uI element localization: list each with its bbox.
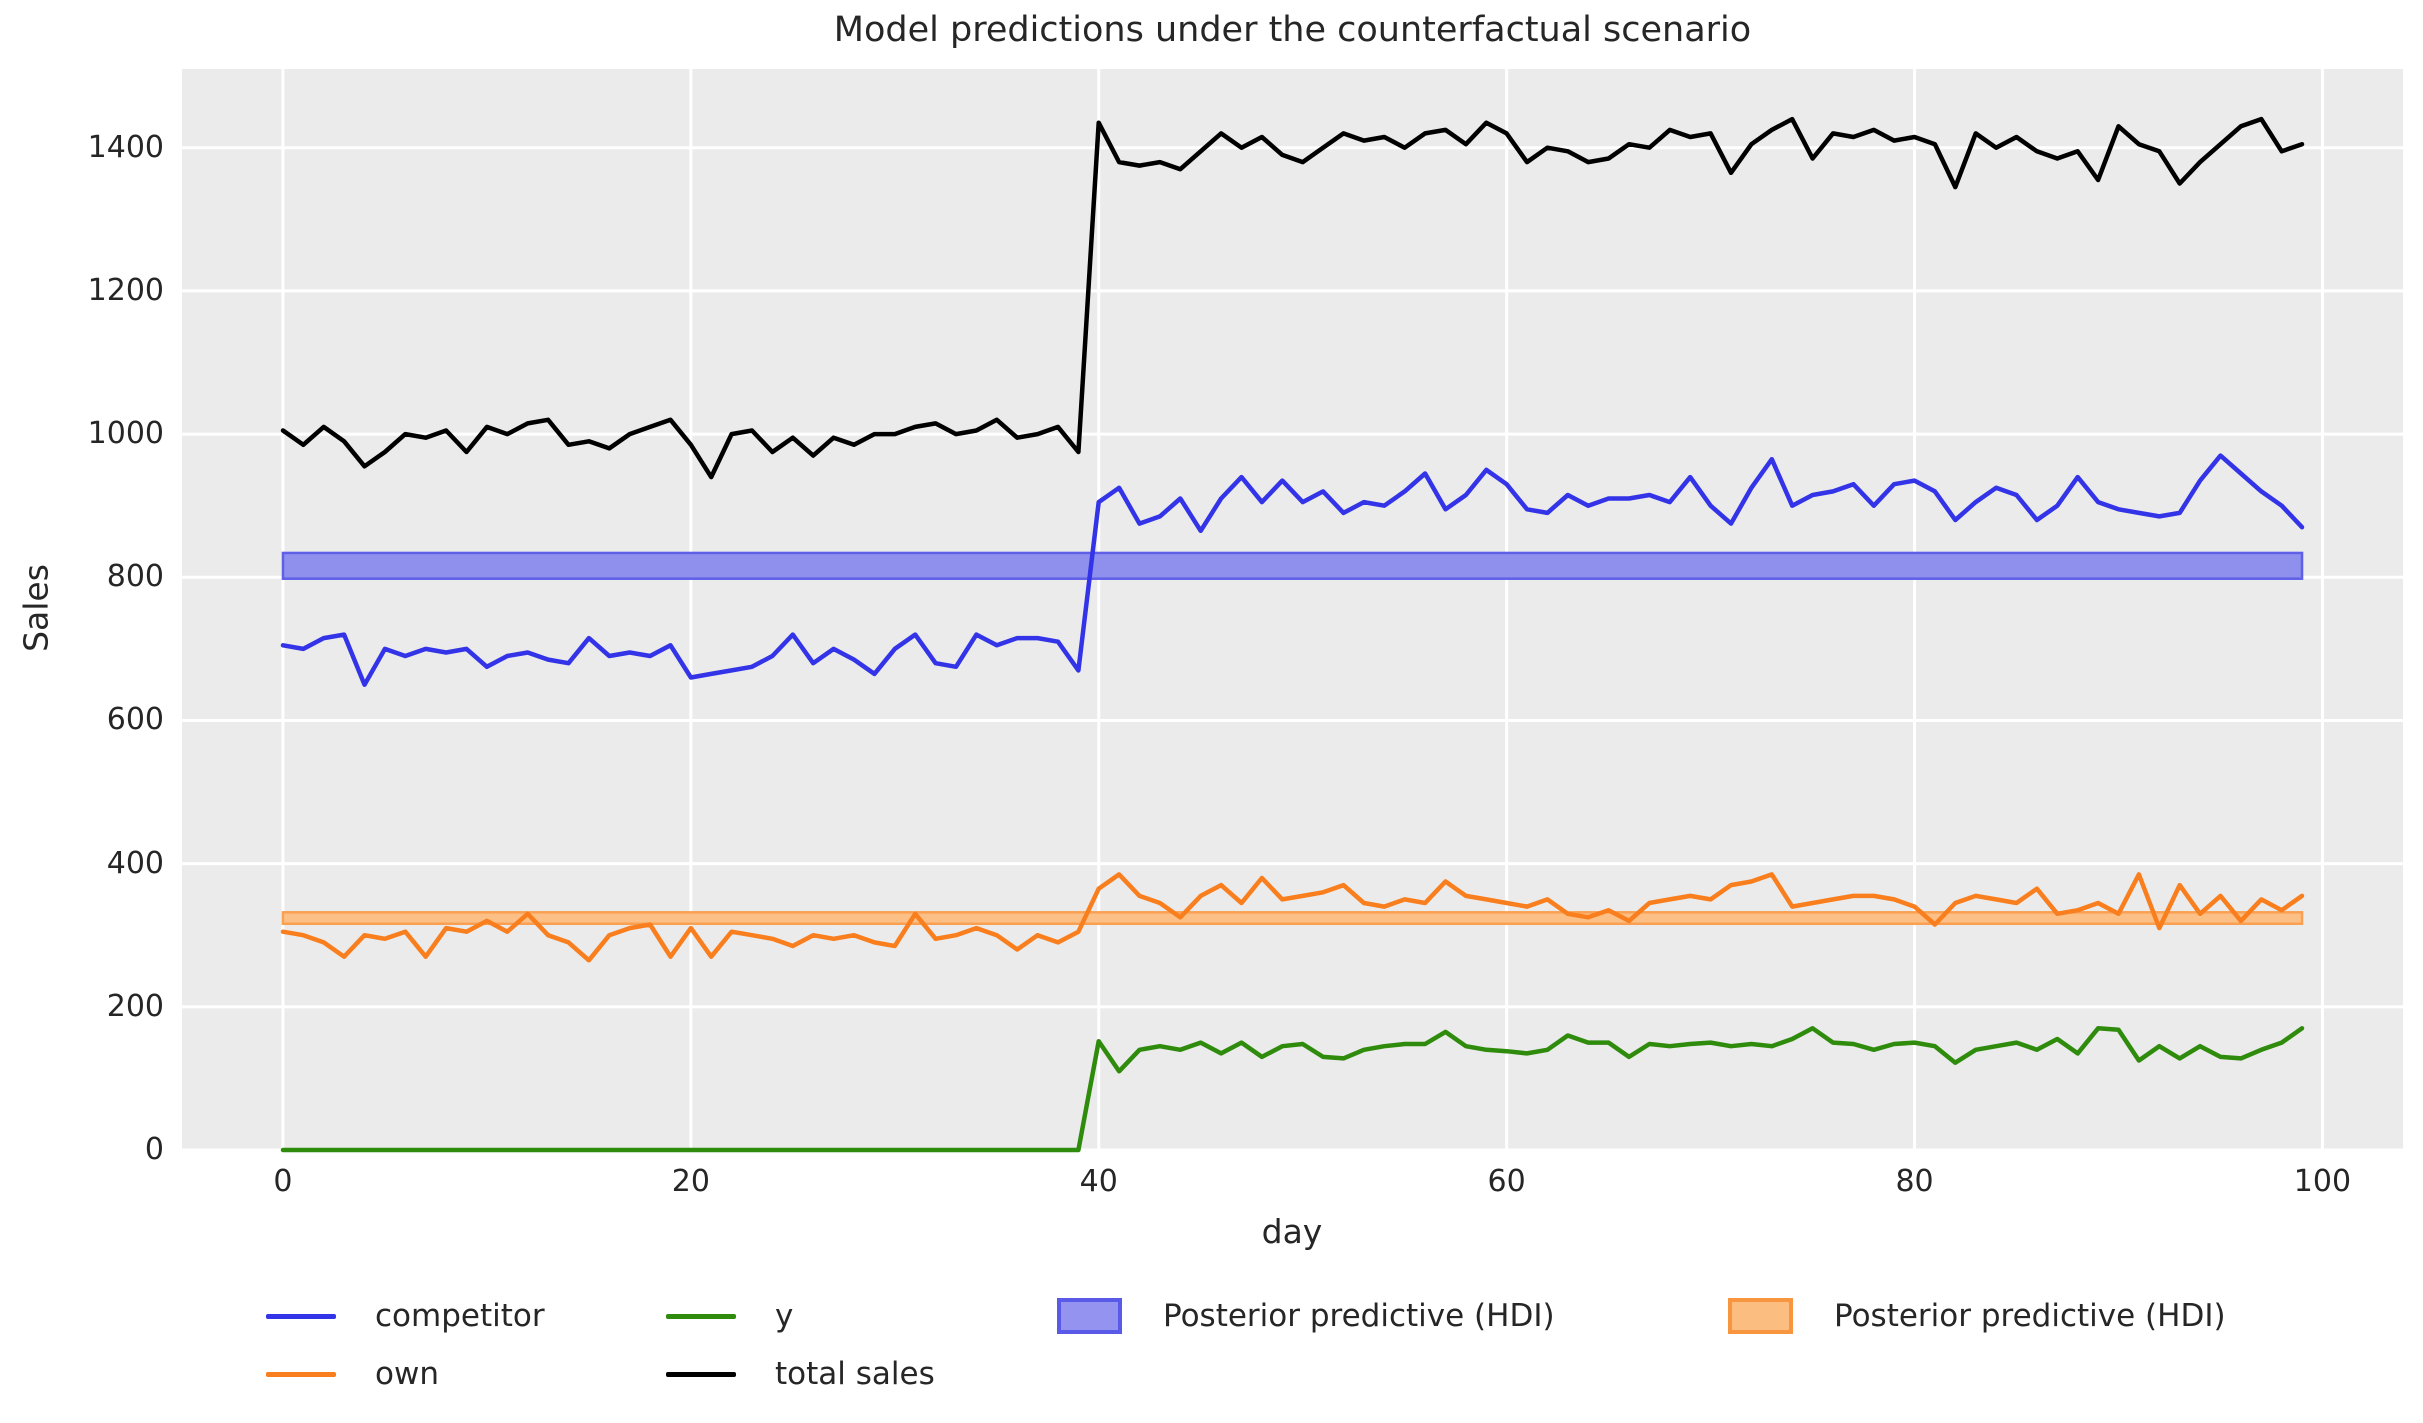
legend-line-swatch [665,1313,737,1319]
y-tick-label: 1200 [87,272,164,308]
legend-entry: total sales [665,1356,1053,1392]
y-axis-label: Sales [16,564,56,652]
legend-line-swatch [665,1371,737,1377]
series-line-y [280,1026,2305,1153]
y-tick-label: 1400 [87,129,164,165]
legend-entry: y [665,1298,1053,1334]
y-tick-label: 800 [106,559,164,595]
y-tick-label: 1000 [87,416,164,452]
plot-background [182,69,2403,1150]
legend-label: Posterior predictive (HDI) [1834,1298,2226,1334]
legend-patch-swatch [1053,1298,1125,1334]
legend-entry: Posterior predictive (HDI) [1724,1298,2226,1334]
line-swatch-icon [266,1371,336,1377]
legend-label: total sales [775,1356,935,1392]
x-tick-label: 80 [1895,1164,1934,1199]
x-tick-label: 100 [2293,1164,2352,1199]
legend-line-swatch [265,1313,337,1319]
legend: competitor y Posterior predictive (HDI) Pos… [265,1292,2226,1398]
x-tick-label: 60 [1487,1164,1526,1199]
posterior-predictive-hdi-own-band [281,911,2304,926]
line-swatch-icon [266,1313,336,1319]
legend-line-swatch [265,1371,337,1377]
series-line-total-sales [280,116,2305,480]
legend-entry: Posterior predictive (HDI) [1053,1298,1724,1334]
legend-entry: own [265,1356,665,1392]
series-line-competitor [280,453,2305,687]
y-tick-label: 0 [144,1132,164,1167]
legend-label: competitor [375,1298,545,1334]
chart-title: Model predictions under the counterfactu… [833,10,1752,50]
patch-swatch-icon [1056,1298,1122,1334]
legend-entry: competitor [265,1298,665,1334]
legend-label: own [375,1356,439,1392]
x-tick-label: 0 [273,1164,293,1199]
x-axis-label: day [1261,1212,1323,1251]
legend-patch-swatch [1724,1298,1796,1334]
y-tick-label: 600 [106,702,164,738]
legend-label: Posterior predictive (HDI) [1163,1298,1555,1334]
posterior-predictive-hdi-competitor-band [281,551,2304,580]
legend-label: y [775,1298,794,1334]
series-line-own [280,872,2305,963]
x-tick-label: 40 [1079,1164,1118,1199]
y-tick-label: 400 [106,845,164,881]
line-swatch-icon [666,1371,736,1377]
y-tick-label: 200 [106,988,164,1024]
x-tick-label: 20 [671,1164,710,1199]
line-swatch-icon [666,1313,736,1319]
patch-swatch-icon [1727,1298,1793,1334]
